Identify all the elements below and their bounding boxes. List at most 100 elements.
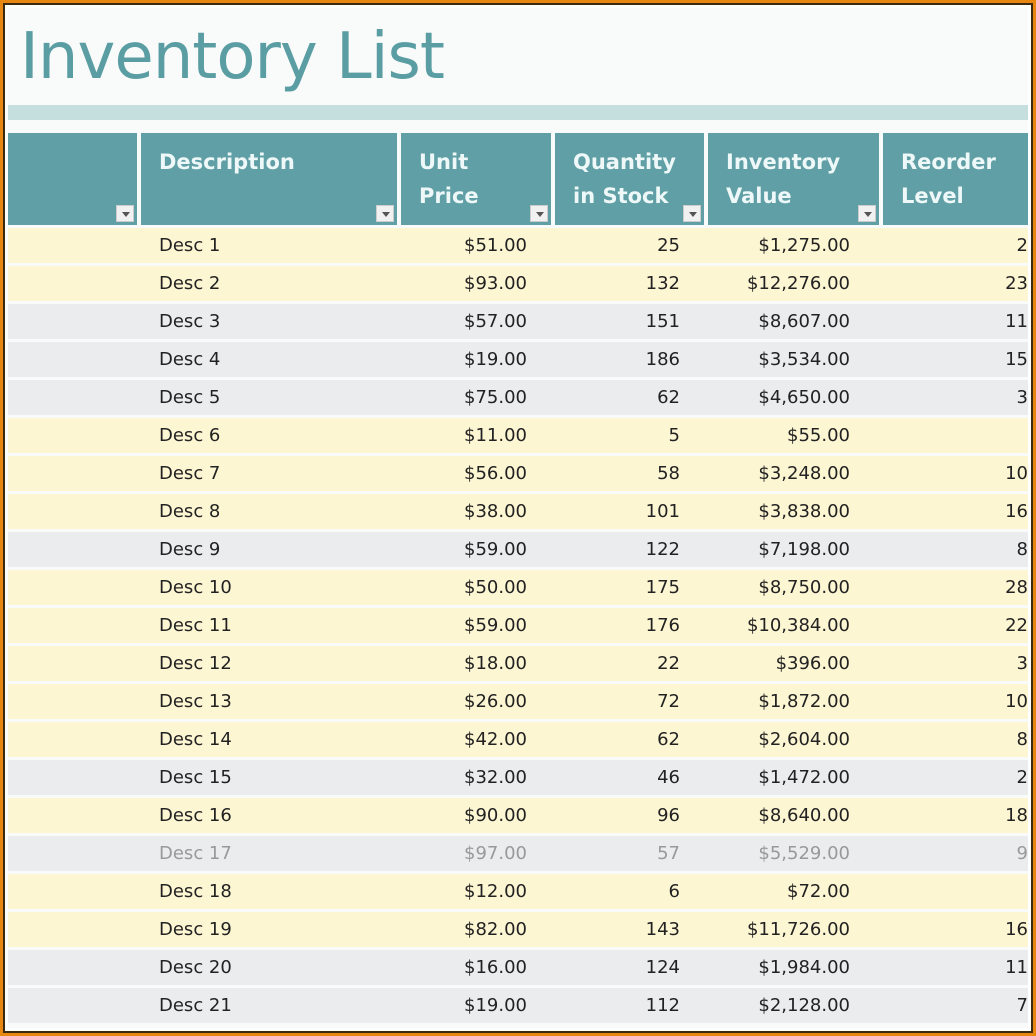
table-row[interactable]: Desc 2 $93.00 132 $12,276.00 23 (8, 266, 1028, 301)
price-cell[interactable]: $57.00 (464, 311, 527, 332)
desc-cell[interactable]: Desc 19 (159, 919, 232, 940)
table-row[interactable]: Desc 19 $82.00 143 $11,726.00 16 (8, 912, 1028, 947)
desc-cell[interactable]: Desc 6 (159, 425, 221, 446)
desc-cell[interactable]: Desc 13 (159, 691, 232, 712)
price-cell[interactable]: $51.00 (464, 235, 527, 256)
quantity-cell[interactable]: 112 (645, 995, 680, 1016)
price-cell[interactable]: $56.00 (464, 463, 527, 484)
desc-cell[interactable]: Desc 1 (159, 235, 221, 256)
price-cell[interactable]: $82.00 (464, 919, 527, 940)
desc-cell[interactable]: Desc 4 (159, 349, 221, 370)
reorder-cell[interactable]: 16 (1005, 501, 1028, 522)
value-cell[interactable]: $1,872.00 (758, 691, 850, 712)
reorder-cell[interactable]: 16 (1005, 919, 1028, 940)
table-row[interactable]: Desc 16 $90.00 96 $8,640.00 18 (8, 798, 1028, 833)
value-cell[interactable]: $8,640.00 (758, 805, 850, 826)
desc-cell[interactable]: Desc 8 (159, 501, 221, 522)
table-row[interactable]: Desc 14 $42.00 62 $2,604.00 8 (8, 722, 1028, 757)
price-cell[interactable]: $59.00 (464, 539, 527, 560)
filter-dropdown-icon[interactable] (683, 205, 701, 222)
desc-cell[interactable]: Desc 3 (159, 311, 221, 332)
filter-dropdown-icon[interactable] (376, 205, 394, 222)
filter-dropdown-icon[interactable] (116, 205, 134, 222)
price-cell[interactable]: $19.00 (464, 995, 527, 1016)
table-row[interactable]: Desc 5 $75.00 62 $4,650.00 3 (8, 380, 1028, 415)
table-row[interactable]: Desc 12 $18.00 22 $396.00 3 (8, 646, 1028, 681)
reorder-cell[interactable]: 11 (1005, 957, 1028, 978)
header-quantity[interactable]: Quantity in Stock (555, 133, 704, 225)
value-cell[interactable]: $55.00 (787, 425, 850, 446)
price-cell[interactable]: $26.00 (464, 691, 527, 712)
table-row[interactable]: Desc 6 $11.00 5 $55.00 (8, 418, 1028, 453)
value-cell[interactable]: $1,275.00 (758, 235, 850, 256)
table-row[interactable]: Desc 4 $19.00 186 $3,534.00 15 (8, 342, 1028, 377)
quantity-cell[interactable]: 46 (657, 767, 680, 788)
quantity-cell[interactable]: 124 (645, 957, 680, 978)
value-cell[interactable]: $5,529.00 (758, 843, 850, 864)
value-cell[interactable]: $8,607.00 (758, 311, 850, 332)
table-row[interactable]: Desc 15 $32.00 46 $1,472.00 2 (8, 760, 1028, 795)
reorder-cell[interactable]: 22 (1005, 615, 1028, 636)
header-reorder-level[interactable]: Reorder Level (883, 133, 1028, 225)
quantity-cell[interactable]: 6 (668, 881, 680, 902)
quantity-cell[interactable]: 5 (668, 425, 680, 446)
header-inventory-value[interactable]: Inventory Value (708, 133, 879, 225)
price-cell[interactable]: $38.00 (464, 501, 527, 522)
value-cell[interactable]: $12,276.00 (746, 273, 850, 294)
value-cell[interactable]: $1,984.00 (758, 957, 850, 978)
value-cell[interactable]: $8,750.00 (758, 577, 850, 598)
desc-cell[interactable]: Desc 18 (159, 881, 232, 902)
table-row[interactable]: Desc 13 $26.00 72 $1,872.00 10 (8, 684, 1028, 719)
desc-cell[interactable]: Desc 7 (159, 463, 221, 484)
table-row[interactable]: Desc 9 $59.00 122 $7,198.00 8 (8, 532, 1028, 567)
desc-cell[interactable]: Desc 10 (159, 577, 232, 598)
desc-cell[interactable]: Desc 21 (159, 995, 232, 1016)
desc-cell[interactable]: Desc 5 (159, 387, 221, 408)
price-cell[interactable]: $16.00 (464, 957, 527, 978)
table-row[interactable]: Desc 21 $19.00 112 $2,128.00 7 (8, 988, 1028, 1023)
price-cell[interactable]: $90.00 (464, 805, 527, 826)
price-cell[interactable]: $12.00 (464, 881, 527, 902)
quantity-cell[interactable]: 132 (645, 273, 680, 294)
value-cell[interactable]: $11,726.00 (746, 919, 850, 940)
quantity-cell[interactable]: 122 (645, 539, 680, 560)
desc-cell[interactable]: Desc 17 (159, 843, 232, 864)
quantity-cell[interactable]: 101 (645, 501, 680, 522)
table-row[interactable]: Desc 3 $57.00 151 $8,607.00 11 (8, 304, 1028, 339)
reorder-cell[interactable]: 3 (1016, 387, 1028, 408)
desc-cell[interactable]: Desc 2 (159, 273, 221, 294)
quantity-cell[interactable]: 186 (645, 349, 680, 370)
reorder-cell[interactable]: 28 (1005, 577, 1028, 598)
price-cell[interactable]: $18.00 (464, 653, 527, 674)
quantity-cell[interactable]: 62 (657, 729, 680, 750)
reorder-cell[interactable]: 23 (1005, 273, 1028, 294)
table-row[interactable]: Desc 18 $12.00 6 $72.00 (8, 874, 1028, 909)
price-cell[interactable]: $59.00 (464, 615, 527, 636)
reorder-cell[interactable]: 10 (1005, 463, 1028, 484)
quantity-cell[interactable]: 143 (645, 919, 680, 940)
quantity-cell[interactable]: 176 (645, 615, 680, 636)
table-row[interactable]: Desc 10 $50.00 175 $8,750.00 28 (8, 570, 1028, 605)
reorder-cell[interactable]: 15 (1005, 349, 1028, 370)
reorder-cell[interactable]: 8 (1016, 539, 1028, 560)
quantity-cell[interactable]: 62 (657, 387, 680, 408)
quantity-cell[interactable]: 25 (657, 235, 680, 256)
price-cell[interactable]: $75.00 (464, 387, 527, 408)
quantity-cell[interactable]: 96 (657, 805, 680, 826)
value-cell[interactable]: $3,248.00 (758, 463, 850, 484)
header-unit-price[interactable]: Unit Price (401, 133, 551, 225)
value-cell[interactable]: $7,198.00 (758, 539, 850, 560)
desc-cell[interactable]: Desc 14 (159, 729, 232, 750)
price-cell[interactable]: $19.00 (464, 349, 527, 370)
quantity-cell[interactable]: 151 (645, 311, 680, 332)
quantity-cell[interactable]: 175 (645, 577, 680, 598)
desc-cell[interactable]: Desc 16 (159, 805, 232, 826)
value-cell[interactable]: $2,604.00 (758, 729, 850, 750)
reorder-cell[interactable]: 3 (1016, 653, 1028, 674)
filter-dropdown-icon[interactable] (530, 205, 548, 222)
quantity-cell[interactable]: 57 (657, 843, 680, 864)
table-row[interactable]: Desc 17 $97.00 57 $5,529.00 9 (8, 836, 1028, 871)
value-cell[interactable]: $3,534.00 (758, 349, 850, 370)
desc-cell[interactable]: Desc 20 (159, 957, 232, 978)
value-cell[interactable]: $396.00 (775, 653, 850, 674)
